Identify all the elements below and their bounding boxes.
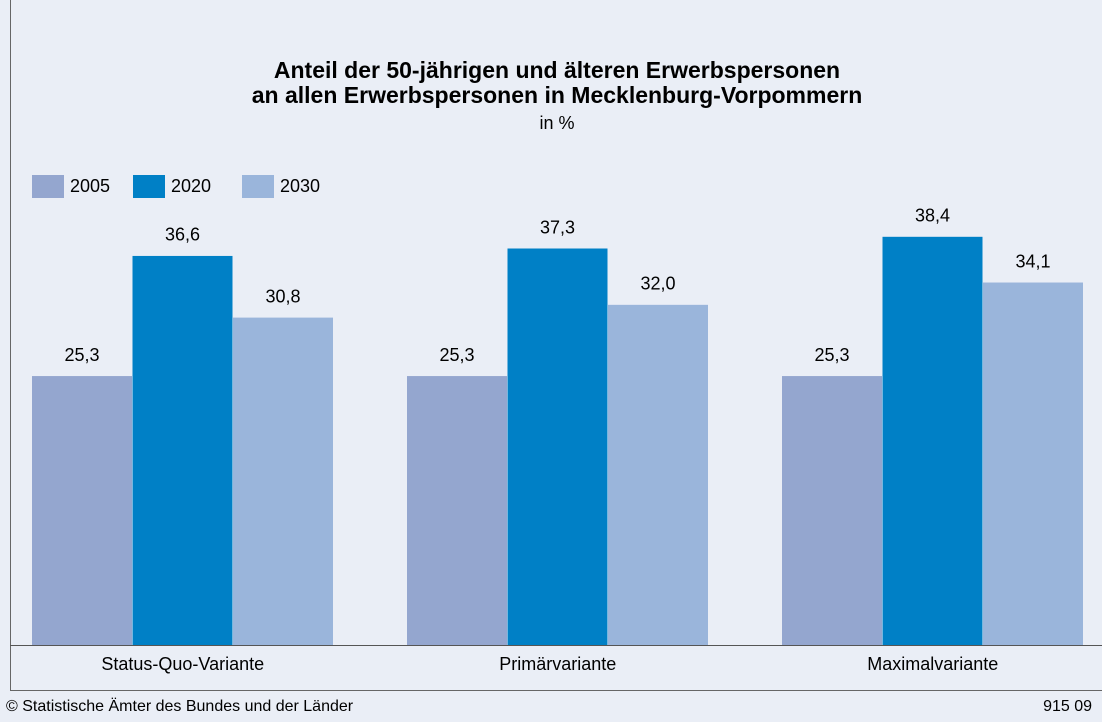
legend-label: 2020 bbox=[171, 176, 211, 196]
bar bbox=[882, 236, 983, 646]
chart-title: Anteil der 50-jährigen und älteren Erwer… bbox=[274, 57, 840, 83]
bar bbox=[233, 317, 333, 645]
x-tick-label: Maximalvariante bbox=[867, 654, 998, 674]
bar bbox=[782, 376, 882, 645]
legend-swatch bbox=[242, 175, 274, 198]
value-label: 34,1 bbox=[1015, 251, 1050, 271]
value-label: 37,3 bbox=[540, 217, 575, 237]
bar bbox=[407, 376, 507, 645]
x-tick-label: Status-Quo-Variante bbox=[101, 654, 264, 674]
bar bbox=[507, 248, 608, 645]
code: 915 09 bbox=[1043, 698, 1092, 715]
bar bbox=[608, 304, 708, 645]
bar bbox=[132, 255, 233, 645]
value-label: 25,3 bbox=[814, 345, 849, 365]
x-tick-label: Primärvariante bbox=[499, 654, 616, 674]
source: © Statistische Ämter des Bundes und der … bbox=[6, 697, 354, 715]
chart-title: an allen Erwerbspersonen in Mecklenburg-… bbox=[252, 82, 863, 108]
legend-swatch bbox=[32, 175, 64, 198]
legend-label: 2005 bbox=[70, 176, 110, 196]
value-label: 30,8 bbox=[265, 286, 300, 306]
value-label: 32,0 bbox=[640, 274, 675, 294]
chart-subtitle: in % bbox=[539, 113, 574, 133]
value-label: 36,6 bbox=[165, 225, 200, 245]
value-label: 25,3 bbox=[64, 345, 99, 365]
bar bbox=[32, 376, 132, 645]
bar bbox=[983, 282, 1083, 645]
value-label: 25,3 bbox=[439, 345, 474, 365]
legend-swatch bbox=[133, 175, 165, 198]
legend-label: 2030 bbox=[280, 176, 320, 196]
value-label: 38,4 bbox=[915, 206, 950, 226]
